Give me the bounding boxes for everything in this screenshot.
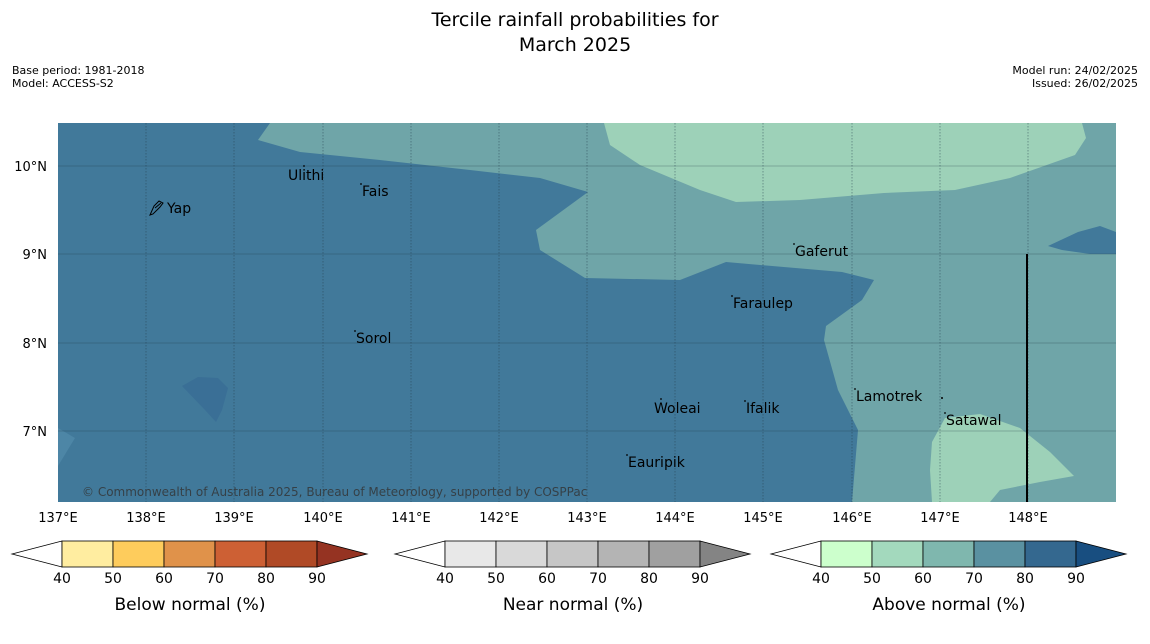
colorbar-tick-label: 90: [1067, 571, 1085, 587]
yap-island-outline: [149, 200, 164, 216]
colorbar-segment: [871, 540, 924, 568]
longitude-labels: 137°E 138°E 139°E 140°E 141°E 142°E 143°…: [38, 511, 1048, 526]
place-woleai: Woleai: [654, 401, 701, 417]
colorbar-below-normal: 40 50 60 70 80 90: [10, 540, 369, 587]
colorbar-tick-label: 40: [436, 571, 454, 587]
colorbar-extend-low: [769, 540, 822, 568]
map-panel: [58, 123, 1116, 502]
colorbar-tick-label: 40: [53, 571, 71, 587]
model-name: Model: ACCESS-S2: [12, 77, 114, 90]
colorbar-tick-label: 70: [965, 571, 983, 587]
lon-label-144e: 144°E: [655, 511, 695, 526]
colorbar-segment: [495, 540, 548, 568]
colorbar-title-near: Near normal (%): [503, 595, 643, 615]
colorbar-segment: [112, 540, 165, 568]
lon-label-147e: 147°E: [920, 511, 960, 526]
place-yap: Yap: [166, 201, 191, 217]
colorbar-segment: [61, 540, 114, 568]
colorbar-segment: [820, 540, 873, 568]
place-ifalik: Ifalik: [746, 401, 780, 417]
place-ulithi: Ulithi: [288, 168, 324, 184]
meta-left: Base period: 1981-2018 Model: ACCESS-S2: [12, 64, 144, 90]
colorbar-segment: [648, 540, 701, 568]
colorbar-tick-label: 50: [104, 571, 122, 587]
region-above-80-90-east: [1048, 226, 1116, 254]
colorbar-extend-low: [393, 540, 446, 568]
region-above-70-80: [258, 123, 1116, 502]
lon-label-137e: 137°E: [38, 511, 78, 526]
region-above-60-70-north: [604, 123, 1086, 202]
colorbar-segment: [444, 540, 497, 568]
place-fais: Fais: [362, 184, 389, 200]
place-gaferut: Gaferut: [795, 244, 849, 260]
colorbar-tick-label: 60: [155, 571, 173, 587]
colorbar-tick-label: 80: [257, 571, 275, 587]
colorbar-tick-label: 90: [691, 571, 709, 587]
place-eauripik: Eauripik: [628, 455, 686, 471]
island-markers: [303, 165, 946, 456]
gridlines: [58, 123, 1116, 502]
lon-label-145e: 145°E: [743, 511, 783, 526]
lat-label-10n: 10°N: [14, 160, 47, 175]
lon-label-142e: 142°E: [479, 511, 519, 526]
colorbar-above-normal: 40 50 60 70 80 90: [769, 540, 1128, 587]
colorbar-segment: [1024, 540, 1077, 568]
lon-label-139e: 139°E: [214, 511, 254, 526]
lon-label-143e: 143°E: [567, 511, 607, 526]
meta-right: Model run: 24/02/2025 Issued: 26/02/2025: [1012, 64, 1138, 90]
colorbar-tick-label: 50: [487, 571, 505, 587]
colorbar-tick-label: 90: [308, 571, 326, 587]
lon-label-141e: 141°E: [391, 511, 431, 526]
model-run: Model run: 24/02/2025: [1012, 64, 1138, 77]
colorbar-segment: [546, 540, 599, 568]
issued-date: Issued: 26/02/2025: [1031, 77, 1138, 90]
colorbar-tick-label: 80: [1016, 571, 1034, 587]
colorbar-segment: [163, 540, 216, 568]
colorbar-title-above: Above normal (%): [872, 595, 1025, 615]
colorbar-tick-label: 80: [640, 571, 658, 587]
colorbar-extend-low: [10, 540, 63, 568]
lon-label-140e: 140°E: [303, 511, 343, 526]
place-satawal: Satawal: [946, 413, 1001, 429]
colorbar-segment: [597, 540, 650, 568]
lat-label-7n: 7°N: [23, 425, 48, 440]
place-sorol: Sorol: [356, 331, 391, 347]
copyright-text: © Commonwealth of Australia 2025, Bureau…: [82, 485, 587, 499]
colorbar-extend-high: [1075, 540, 1128, 568]
colorbar-tick-label: 70: [589, 571, 607, 587]
colorbar-tick-label: 60: [538, 571, 556, 587]
lat-label-8n: 8°N: [23, 337, 48, 352]
latitude-labels: 10°N 9°N 8°N 7°N: [14, 160, 47, 440]
title-line-1: Tercile rainfall probabilities for: [431, 9, 719, 31]
colorbar-title-below: Below normal (%): [115, 595, 266, 615]
colorbar-segment: [973, 540, 1026, 568]
place-lamotrek: Lamotrek: [856, 389, 923, 405]
colorbar-near-normal: 40 50 60 70 80 90: [393, 540, 752, 587]
colorbar-segment: [922, 540, 975, 568]
place-labels: Ulithi Yap Fais Gaferut Faraulep Sorol L…: [166, 168, 1001, 471]
lat-label-9n: 9°N: [23, 248, 48, 263]
colorbar-tick-label: 40: [812, 571, 830, 587]
region-left-edge: [58, 428, 75, 466]
colorbar-segment: [214, 540, 267, 568]
base-period: Base period: 1981-2018: [12, 64, 145, 77]
lon-label-138e: 138°E: [126, 511, 166, 526]
lon-label-146e: 146°E: [832, 511, 872, 526]
colorbar-segment: [265, 540, 318, 568]
colorbar-extend-high: [699, 540, 752, 568]
region-above-60-70-southeast: [930, 414, 1074, 502]
map-title: Tercile rainfall probabilities for March…: [0, 8, 1150, 58]
lon-label-148e: 148°E: [1008, 511, 1048, 526]
colorbar-extend-high: [316, 540, 369, 568]
colorbar-tick-label: 60: [914, 571, 932, 587]
colorbar-tick-label: 70: [206, 571, 224, 587]
title-line-2: March 2025: [518, 34, 632, 56]
region-above-80-90-patch: [182, 377, 228, 422]
colorbar-tick-label: 50: [863, 571, 881, 587]
place-faraulep: Faraulep: [733, 296, 793, 312]
